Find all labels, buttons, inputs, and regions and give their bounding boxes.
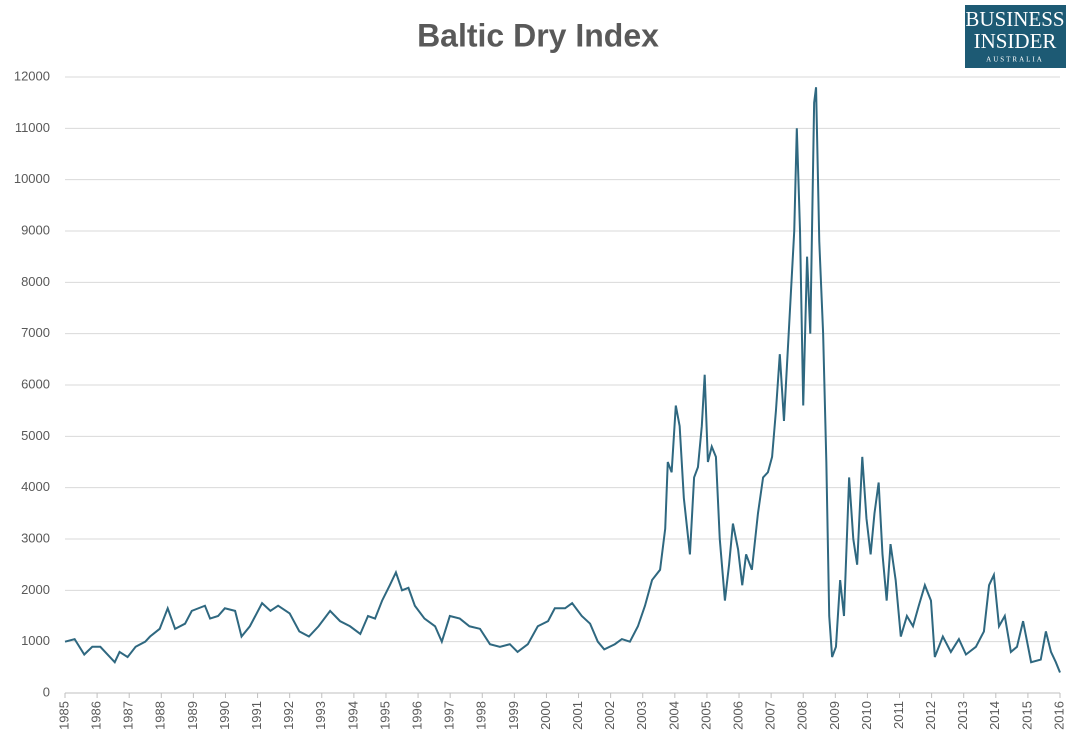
x-tick-label: 1988	[153, 701, 168, 730]
y-tick-label: 5000	[21, 428, 50, 443]
x-tick-label: 2003	[634, 701, 649, 730]
logo-text: BUSINESS	[965, 7, 1064, 31]
y-tick-label: 2000	[21, 582, 50, 597]
y-tick-label: 7000	[21, 325, 50, 340]
x-tick-label: 1995	[377, 701, 392, 730]
x-tick-label: 2012	[923, 701, 938, 730]
x-tick-label: 1992	[281, 701, 296, 730]
x-tick-label: 1991	[249, 701, 264, 730]
x-tick-label: 2001	[570, 701, 585, 730]
x-tick-label: 1985	[56, 701, 71, 730]
chart-title: Baltic Dry Index	[417, 17, 659, 53]
x-tick-label: 2011	[891, 701, 906, 729]
x-tick-label: 1997	[442, 701, 457, 730]
x-tick-label: 1990	[217, 701, 232, 730]
y-tick-label: 11000	[15, 120, 50, 135]
logo-box	[965, 5, 1066, 68]
x-tick-label: 1996	[410, 701, 425, 730]
x-tick-label: 2005	[698, 701, 713, 730]
x-tick-label: 2006	[730, 701, 745, 730]
x-tick-label: 1986	[89, 701, 104, 730]
y-tick-label: 8000	[21, 274, 50, 289]
x-tick-label: 1994	[345, 701, 360, 730]
x-tick-label: 2010	[859, 701, 874, 730]
y-tick-label: 9000	[21, 222, 50, 237]
x-tick-label: 2007	[763, 701, 778, 730]
x-tick-label: 1999	[506, 701, 521, 730]
y-tick-label: 6000	[21, 376, 50, 391]
y-tick-label: 10000	[14, 171, 50, 186]
x-tick-label: 2008	[795, 701, 810, 730]
y-tick-label: 3000	[21, 530, 50, 545]
logo-text: AUSTRALIA	[986, 56, 1044, 64]
y-tick-label: 12000	[14, 68, 50, 83]
y-tick-label: 1000	[21, 633, 50, 648]
x-tick-label: 2004	[666, 701, 681, 730]
x-tick-label: 2014	[987, 701, 1002, 730]
x-tick-label: 2002	[602, 701, 617, 730]
x-tick-label: 2000	[538, 701, 553, 730]
logo-text: INSIDER	[974, 29, 1057, 53]
x-tick-label: 2016	[1051, 701, 1066, 730]
x-tick-label: 1989	[185, 701, 200, 730]
x-tick-label: 1993	[313, 701, 328, 730]
x-tick-label: 2013	[955, 701, 970, 730]
x-tick-label: 2009	[827, 701, 842, 730]
x-tick-label: 1998	[474, 701, 489, 730]
y-tick-label: 0	[43, 684, 50, 699]
data-line	[64, 87, 1061, 673]
y-tick-label: 4000	[21, 479, 50, 494]
x-tick-label: 1987	[121, 701, 136, 730]
x-tick-label: 2015	[1019, 701, 1034, 730]
